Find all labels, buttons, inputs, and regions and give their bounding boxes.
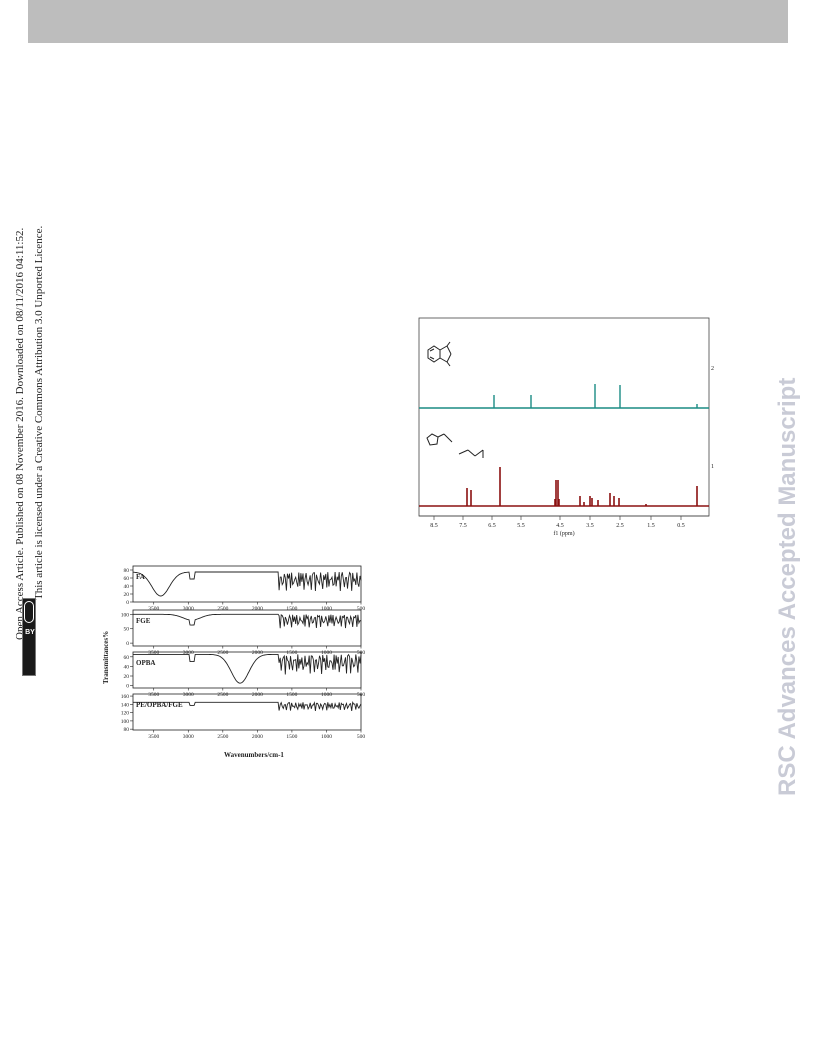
ftir-y-tick-label: 120 <box>121 711 130 717</box>
ftir-panel-label: OPBA <box>136 659 155 667</box>
nmr-x-tick: 8.5 <box>430 523 438 529</box>
ftir-y-tick-label: 100 <box>121 612 130 618</box>
ftir-x-tick-label: 3500 <box>148 606 159 612</box>
lower-spectrum-id: 1 <box>711 464 714 470</box>
ftir-x-label: Wavenumbers/cm-1 <box>224 751 284 759</box>
nmr-x-tick: 4.5 <box>556 523 564 529</box>
ftir-x-tick-label: 1000 <box>321 692 332 698</box>
ftir-panel-frame <box>132 651 362 689</box>
ftir-x-tick-label: 3000 <box>183 692 194 698</box>
ftir-y-tick-label: 60 <box>124 655 130 661</box>
ftir-x-tick-label: 2500 <box>217 734 228 740</box>
ftir-chart: Transmittances% Wavenumbers/cm-1 0 20 40 60… <box>102 565 366 759</box>
nmr-x-tick: 0.5 <box>677 523 685 529</box>
ftir-x-tick-label: 3500 <box>148 734 159 740</box>
ftir-x-tick-label: 1000 <box>321 734 332 740</box>
ftir-y-tick-label: 50 <box>124 627 130 633</box>
ftir-y-tick-label: 140 <box>121 702 130 708</box>
ftir-x-tick-label: 1000 <box>321 650 332 656</box>
ftir-y-tick-label: 20 <box>124 592 130 598</box>
ftir-x-tick-label: 1500 <box>286 692 297 698</box>
ftir-panel-frame <box>132 609 362 647</box>
nmr-x-tick: 6.5 <box>488 523 496 529</box>
ftir-panel-label: FGE <box>136 617 151 625</box>
ftir-x-tick-label: 3000 <box>183 734 194 740</box>
nmr-figure: 2 1 8.5 <box>418 317 714 537</box>
ftir-panel-frame <box>132 565 362 603</box>
ftir-x-tick-label: 1000 <box>321 606 332 612</box>
cc-by-badge[interactable]: BY <box>22 598 36 676</box>
ftir-y-tick-label: 40 <box>124 584 130 590</box>
ftir-series-line-fge <box>133 613 362 629</box>
ftir-x-tick-label: 2000 <box>252 650 263 656</box>
ftir-y-tick-label: 100 <box>121 719 130 725</box>
ftir-x-tick-label: 1500 <box>286 734 297 740</box>
ftir-x-tick-label: 2500 <box>217 606 228 612</box>
ftir-x-tick-label: 500 <box>357 606 366 612</box>
ftir-x-tick-label: 1500 <box>286 606 297 612</box>
ftir-y-tick-label: 60 <box>124 576 130 582</box>
ftir-x-tick-label: 1500 <box>286 650 297 656</box>
molecule-structure-1 <box>426 433 484 458</box>
ftir-y-tick-label: 20 <box>124 674 130 680</box>
ftir-x-tick-label: 3000 <box>183 650 194 656</box>
cc-icon <box>24 601 34 623</box>
ftir-y-label: Transmittances% <box>102 631 110 684</box>
upper-spectrum <box>419 384 709 409</box>
ftir-x-tick-label: 2500 <box>217 692 228 698</box>
ftir-x-tick-label: 500 <box>357 734 366 740</box>
ftir-y-tick-label: 160 <box>121 694 130 700</box>
upper-spectrum-id: 2 <box>711 366 714 372</box>
ftir-y-tick-label: 0 <box>126 684 129 690</box>
ftir-x-tick-label: 3000 <box>183 606 194 612</box>
ftir-x-tick-label: 3500 <box>148 650 159 656</box>
ftir-y-tick-label: 80 <box>124 727 130 733</box>
ftir-x-tick-label: 2500 <box>217 650 228 656</box>
nmr-x-tick: 1.5 <box>647 523 655 529</box>
header-bar <box>28 0 788 43</box>
ftir-y-tick-label: 80 <box>124 568 130 574</box>
license-line-published: Open Access Article. Published on 08 Nov… <box>14 227 26 640</box>
ftir-series-line-pe-opba-fge <box>133 701 362 712</box>
ftir-x-tick-label: 3500 <box>148 692 159 698</box>
nmr-frame <box>418 317 710 517</box>
molecule-structure-2 <box>427 341 452 367</box>
ftir-y-tick-label: 40 <box>124 664 130 670</box>
nmr-x-tick: 2.5 <box>616 523 624 529</box>
ftir-y-tick-label: 0 <box>126 600 129 606</box>
ftir-series-line-fa <box>133 571 362 597</box>
ftir-x-tick-label: 2000 <box>252 606 263 612</box>
nmr-x-tick: 3.5 <box>586 523 594 529</box>
ftir-x-tick-label: 2000 <box>252 734 263 740</box>
ftir-panel-label: FA <box>136 573 145 581</box>
nmr-x-tick: 7.5 <box>459 523 467 529</box>
nmr-x-tick: 5.5 <box>517 523 525 529</box>
journal-watermark: RSC Advances Accepted Manuscript <box>774 377 801 796</box>
ftir-series-line-opba <box>133 653 362 684</box>
ftir-x-tick-label: 2000 <box>252 692 263 698</box>
license-line-cc[interactable]: This article is licensed under a Creativ… <box>33 225 45 600</box>
lower-spectrum <box>419 467 709 507</box>
ftir-panel-frame <box>132 693 362 731</box>
by-label: BY <box>25 629 35 636</box>
nmr-tick-marks <box>433 516 682 520</box>
ftir-panel-label: PE/OPBA/FGE <box>136 701 183 709</box>
nmr-x-label: f1 (ppm) <box>553 530 574 537</box>
ftir-y-tick-label: 0 <box>126 641 129 647</box>
